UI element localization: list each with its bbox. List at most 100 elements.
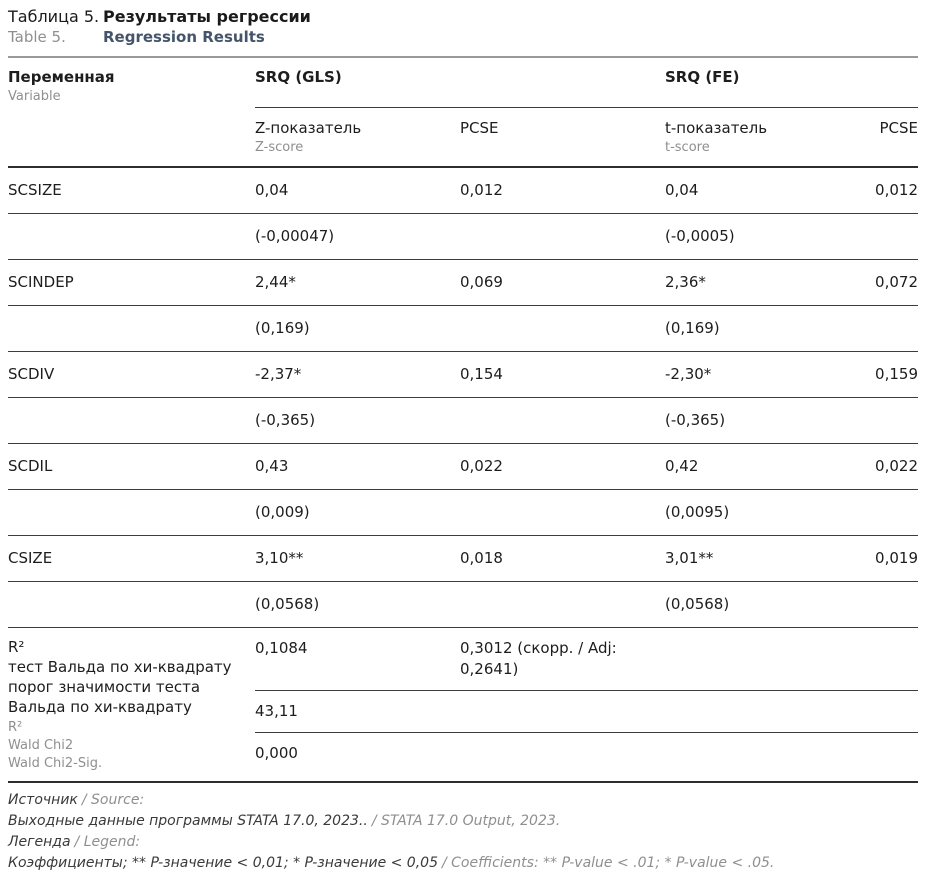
empty-cell [8, 306, 255, 351]
stderr-row: (-0,365) (-0,365) [8, 398, 918, 444]
wald-sig-row: 0,000 [255, 733, 918, 774]
variable-header-ru: Переменная [8, 68, 115, 86]
stderr-row: (0,009) (0,0095) [8, 490, 918, 536]
z-score-header: Z-показатель Z-score [255, 118, 460, 157]
summary-label: R² тест Вальда по хи-квадрату порог знач… [8, 628, 255, 781]
fe-t-cell: 2,36* [665, 273, 706, 291]
fe-t-cell: 3,01** [665, 549, 714, 567]
fe-t-cell: -2,30* [665, 365, 712, 383]
table-row: SCSIZE 0,04 0,012 0,04 0,012 [8, 168, 918, 214]
title-rule [8, 56, 918, 58]
stderr-row: (-0,00047) (-0,0005) [8, 214, 918, 260]
gls-pcse-cell: 0,018 [460, 549, 503, 567]
gls-pcse-cell: 0,012 [460, 181, 503, 199]
table-title-en: Table 5. Regression Results [8, 27, 918, 47]
legend-text-line: Коэффициенты; ** P-значение < 0,01; * P-… [8, 853, 918, 874]
r2-adj-value: 0,3012 (скорр. / Adj: 0,2641) [460, 639, 617, 678]
fe-t-cell: 0,42 [665, 457, 699, 475]
empty-cell [665, 638, 870, 680]
empty-cell [8, 490, 255, 535]
empty-cell [870, 490, 918, 535]
fe-pcse-cell: 0,012 [875, 181, 918, 199]
empty-cell [460, 490, 665, 535]
t-score-header-ru: t-показатель [665, 119, 768, 137]
group-header-gls: SRQ (GLS) [255, 68, 342, 86]
variable-cell: SCDIL [8, 457, 53, 475]
empty-cell [665, 743, 870, 764]
table-row: CSIZE 3,10** 0,018 3,01** 0,019 [8, 536, 918, 582]
wald-sig-value: 0,000 [255, 744, 298, 762]
source-text-en: / STATA 17.0 Output, 2023. [371, 813, 561, 829]
table-row: SCDIL 0,43 0,022 0,42 0,022 [8, 444, 918, 490]
source-label-line: Источник / Source: [8, 790, 918, 811]
gls-se-cell: (0,009) [255, 503, 310, 521]
variable-header-en: Variable [8, 89, 61, 104]
empty-cell [8, 214, 255, 259]
source-text-ru: Выходные данные программы STATA 17.0, 20… [8, 813, 368, 829]
fe-t-cell: 0,04 [665, 181, 699, 199]
wald-chi2-row: 43,11 [255, 691, 918, 733]
legend-text-ru: Коэффициенты; ** P-значение < 0,01; * P-… [8, 855, 438, 871]
z-score-header-ru: Z-показатель [255, 119, 362, 137]
empty-cell [870, 306, 918, 351]
gls-pcse-cell: 0,154 [460, 365, 503, 383]
t-score-header-en: t-score [665, 140, 710, 155]
empty-cell [870, 398, 918, 443]
empty-cell [665, 701, 870, 722]
empty-cell [460, 398, 665, 443]
group-headers: SRQ (GLS) SRQ (FE) [255, 58, 918, 108]
gls-z-cell: 0,04 [255, 181, 289, 199]
fe-se-cell: (0,169) [665, 319, 720, 337]
summary-label-ru-r2: R² [8, 638, 25, 656]
footer-notes: Источник / Source: Выходные данные програ… [8, 783, 918, 874]
variable-cell: SCDIV [8, 365, 55, 383]
summary-label-en-r2: R² [8, 720, 23, 735]
source-text-line: Выходные данные программы STATA 17.0, 20… [8, 811, 918, 832]
legend-label-ru: Легенда [8, 834, 71, 850]
wald-chi2-value: 43,11 [255, 702, 298, 720]
gls-z-cell: 0,43 [255, 457, 289, 475]
gls-z-cell: 3,10** [255, 549, 304, 567]
empty-cell [8, 118, 255, 157]
table-title-ru-text: Результаты регрессии [103, 7, 311, 26]
subheader-row: Z-показатель Z-score PCSE t-показатель t… [8, 108, 918, 168]
fe-pcse-cell: 0,159 [875, 365, 918, 383]
table-row: SCINDEP 2,44* 0,069 2,36* 0,072 [8, 260, 918, 306]
stderr-row: (0,169) (0,169) [8, 306, 918, 352]
summary-label-en-wald-sig: Wald Chi2-Sig. [8, 756, 103, 771]
pcse-header-fe: PCSE [879, 119, 918, 137]
gls-z-cell: 2,44* [255, 273, 296, 291]
summary-label-ru-wald: тест Вальда по хи-квадрату [8, 658, 232, 676]
group-header-row: Переменная Variable SRQ (GLS) SRQ (FE) [8, 58, 918, 108]
stderr-row: (0,0568) (0,0568) [8, 582, 918, 628]
t-score-header: t-показатель t-score [665, 118, 870, 157]
legend-text-en: / Coefficients: ** P-value < .01; * P-va… [441, 855, 775, 871]
gls-z-cell: -2,37* [255, 365, 302, 383]
fe-se-cell: (-0,0005) [665, 227, 735, 245]
empty-cell [870, 582, 918, 627]
gls-se-cell: (0,0568) [255, 595, 320, 613]
regression-table: Переменная Variable SRQ (GLS) SRQ (FE) Z… [8, 58, 918, 783]
fe-se-cell: (-0,365) [665, 411, 726, 429]
empty-cell [460, 214, 665, 259]
fe-se-cell: (0,0095) [665, 503, 730, 521]
group-header-fe: SRQ (FE) [665, 68, 740, 86]
empty-cell [460, 743, 665, 764]
empty-cell [870, 638, 918, 680]
fe-se-cell: (0,0568) [665, 595, 730, 613]
gls-se-cell: (-0,00047) [255, 227, 335, 245]
summary-label-en-wald: Wald Chi2 [8, 738, 74, 753]
empty-cell [870, 743, 918, 764]
fe-pcse-cell: 0,022 [875, 457, 918, 475]
source-label-en: / Source: [81, 792, 145, 808]
summary-label-en: R² Wald Chi2 Wald Chi2-Sig. [8, 719, 247, 773]
empty-cell [460, 701, 665, 722]
table-title-ru: Таблица 5. Результаты регрессии [8, 6, 918, 27]
variable-cell: CSIZE [8, 549, 53, 567]
summary-values: 0,1084 0,3012 (скорр. / Adj: 0,2641) 43,… [255, 628, 918, 781]
empty-cell [870, 214, 918, 259]
z-score-header-en: Z-score [255, 140, 304, 155]
variable-cell: SCSIZE [8, 181, 62, 199]
variable-cell: SCINDEP [8, 273, 74, 291]
